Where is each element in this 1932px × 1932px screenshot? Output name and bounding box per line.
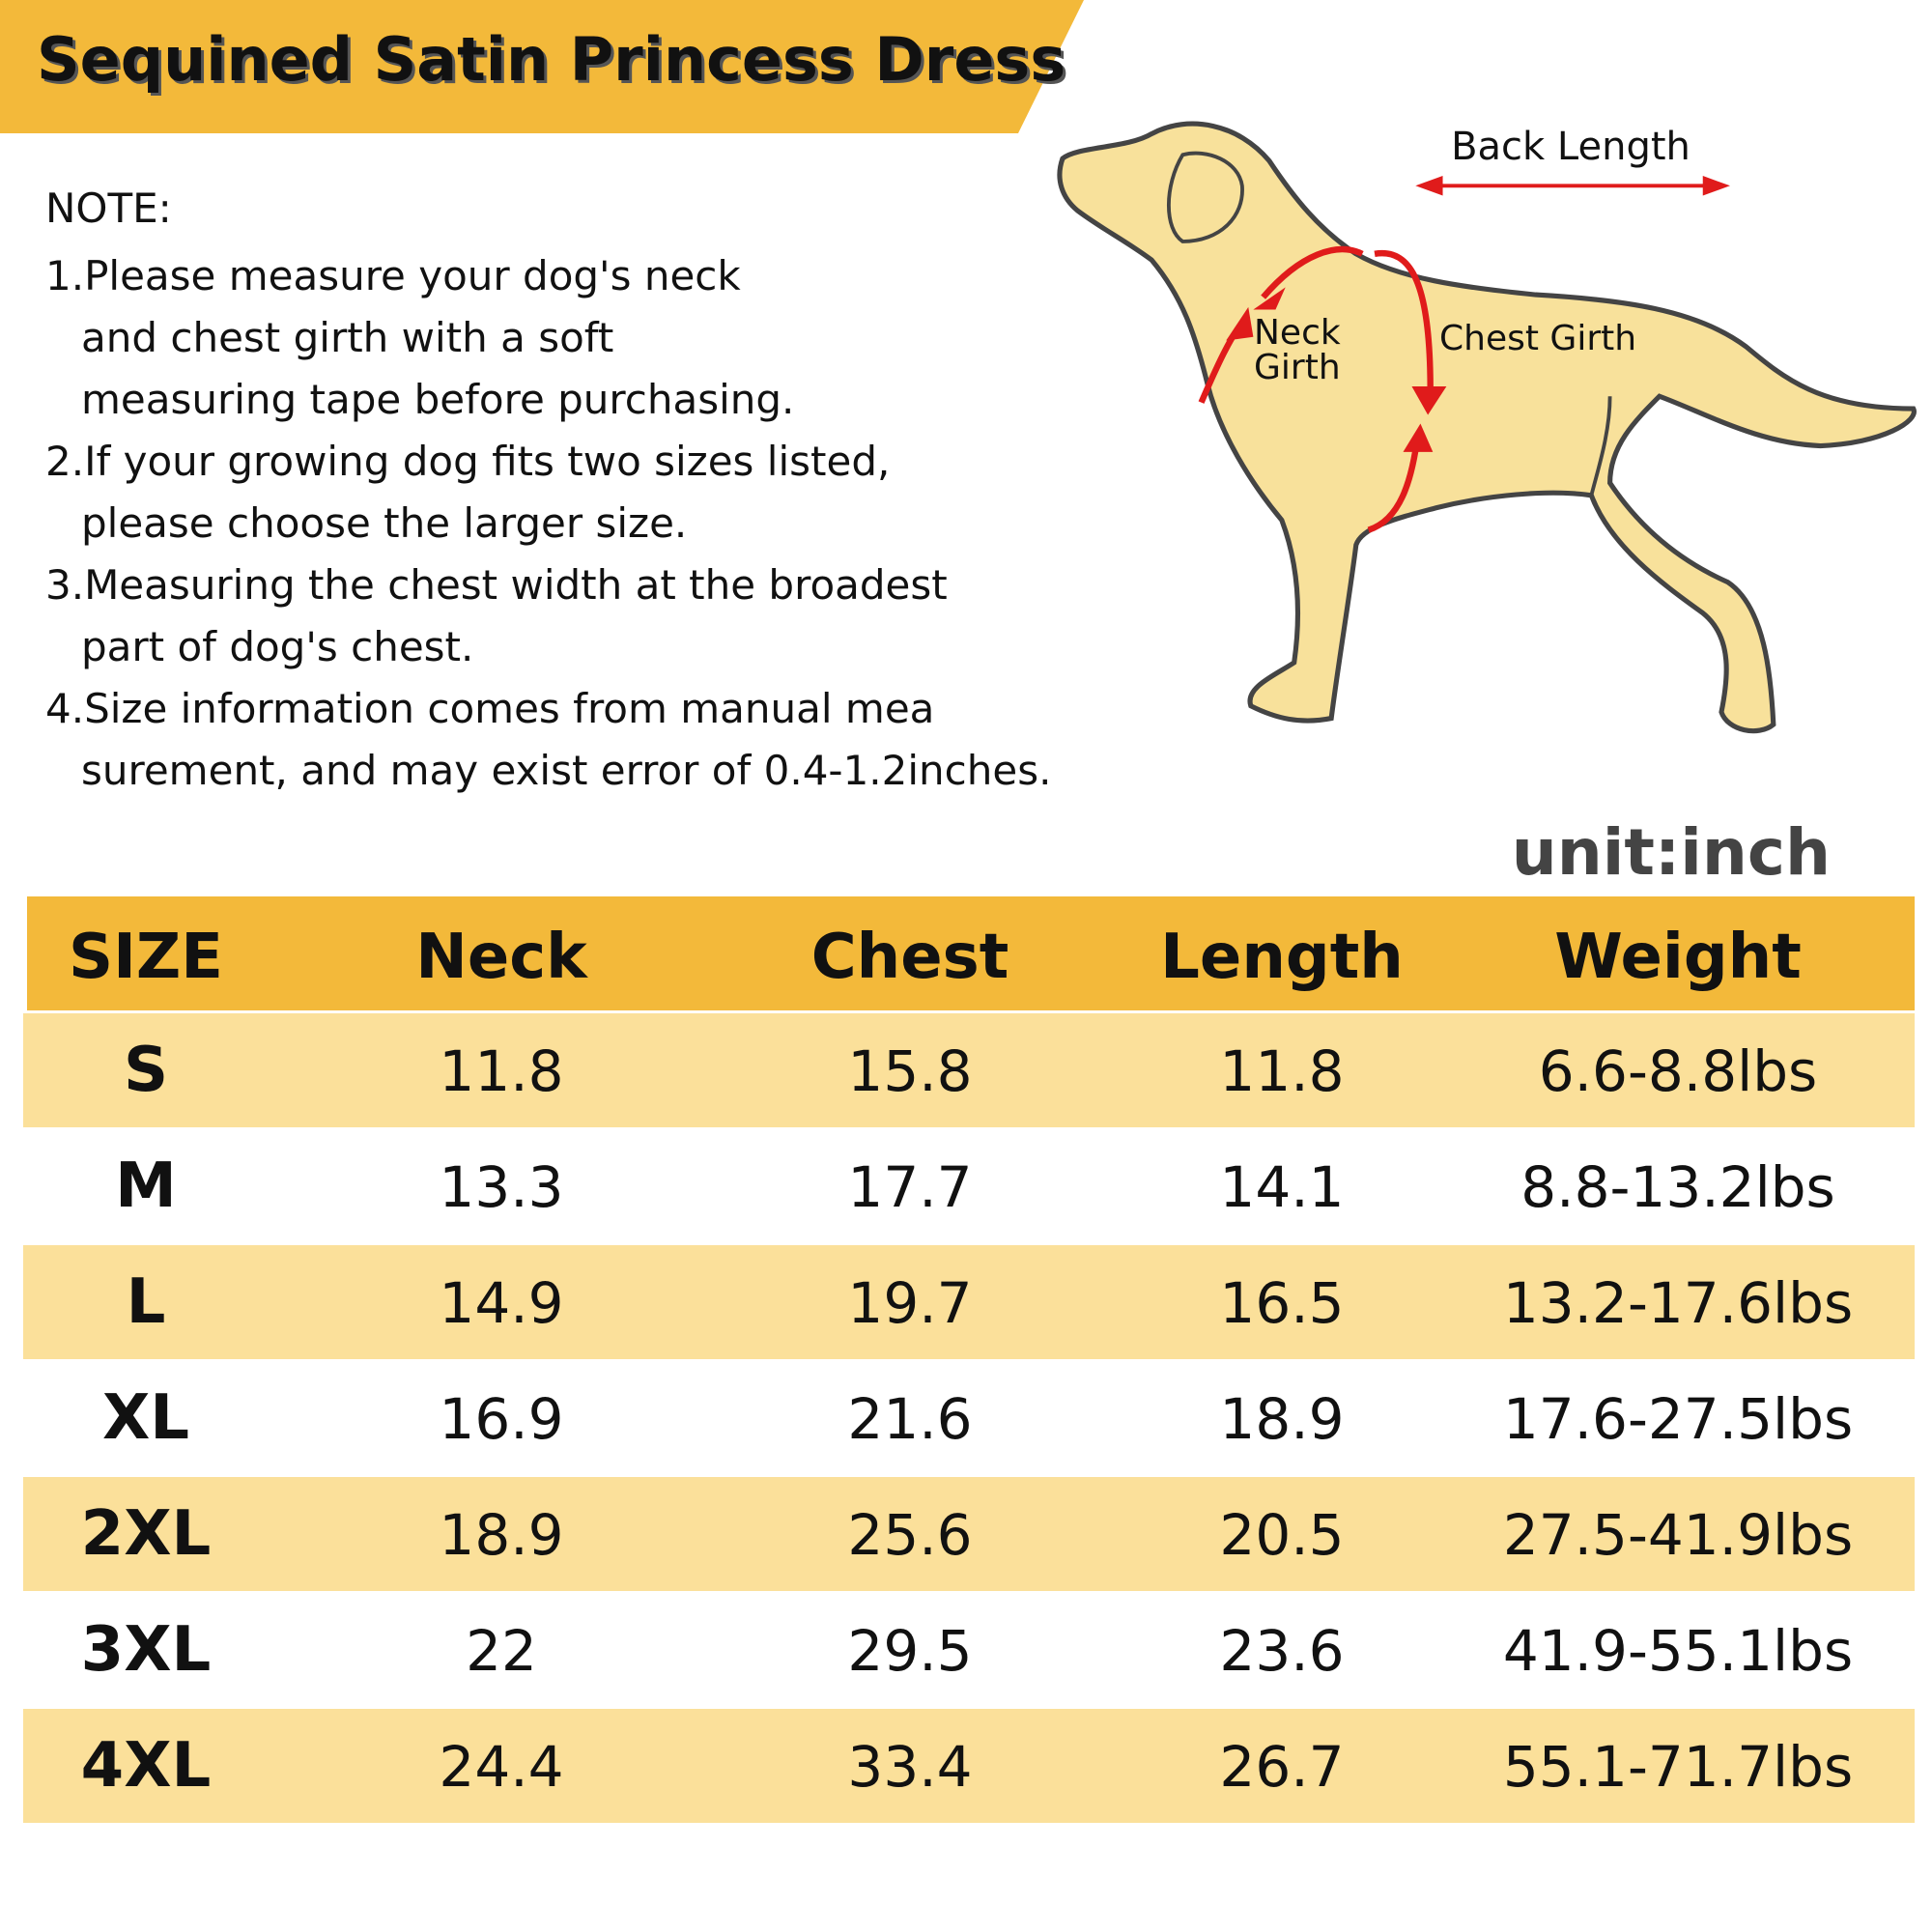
size-cell: 3XL [81,1614,212,1686]
title-banner [0,0,1084,133]
chest-girth-label: Chest Girth [1439,319,1636,358]
value-cell: 24.4 [439,1734,563,1800]
size-cell: S [124,1035,168,1106]
value-cell: 21.6 [847,1386,972,1452]
unit-label: unit:inch [1512,815,1831,890]
value-cell: 17.6-27.5lbs [1503,1386,1853,1452]
arrowhead [1702,176,1730,196]
size-cell: L [127,1266,166,1338]
value-cell: 29.5 [847,1618,972,1684]
value-cell: 11.8 [1219,1038,1344,1104]
note-heading: NOTE: [45,185,172,232]
arrowhead [1226,306,1254,341]
value-cell: 14.1 [1219,1154,1344,1220]
value-cell: 33.4 [847,1734,972,1800]
chest-arrow [1374,249,1434,390]
size-cell: 2XL [81,1498,212,1570]
arrowhead [1411,385,1447,415]
value-cell: 16.5 [1219,1270,1344,1336]
value-cell: 17.7 [847,1154,972,1220]
title: Sequined Satin Princess Dress [37,24,1065,95]
neck-girth-label: Neck [1254,313,1341,353]
note-line: 1.Please measure your dog's neck [45,252,741,299]
value-cell: 23.6 [1219,1618,1344,1684]
size-cell: XL [102,1382,189,1454]
dog-ear [1167,151,1244,243]
value-cell: 11.8 [439,1038,563,1104]
back-length-label: Back Length [1451,125,1690,169]
size-table: SIZE Neck Chest Length Weight S 11.8 15.8 11.8 6.… [23,896,1915,1823]
value-cell: 13.2-17.6lbs [1503,1270,1853,1336]
value-cell: 18.9 [439,1502,563,1568]
value-cell: 22 [466,1618,537,1684]
note-line: part of dog's chest. [81,623,473,670]
arrowhead [1253,287,1286,310]
note-list: 1.Please measure your dog's neck and ches… [45,252,1051,794]
note-line: surement, and may exist error of 0.4-1.2… [81,747,1051,794]
note-line: please choose the larger size. [81,499,687,547]
neck-girth-label: Girth [1254,348,1341,387]
value-cell: 20.5 [1219,1502,1344,1568]
note-line: 3.Measuring the chest width at the broad… [45,561,948,609]
size-cell: 4XL [81,1730,212,1802]
note-line: and chest girth with a soft [81,314,613,361]
column-header: Weight [1554,922,1802,993]
note-line: 2.If your growing dog fits two sizes lis… [45,438,890,485]
arrowhead [1403,423,1434,452]
column-header: Length [1160,922,1404,993]
size-cell: M [115,1151,177,1222]
title-shadow: Sequined Satin Princess Dress [40,27,1068,98]
row-band [23,1477,1915,1591]
value-cell: 55.1-71.7lbs [1503,1734,1853,1800]
value-cell: 15.8 [847,1038,972,1104]
header-band [27,896,1915,1010]
note-line: measuring tape before purchasing. [81,376,794,423]
value-cell: 16.9 [439,1386,563,1452]
value-cell: 26.7 [1219,1734,1344,1800]
column-header: Chest [811,922,1009,993]
row-band [23,1709,1915,1823]
value-cell: 19.7 [847,1270,972,1336]
value-cell: 13.3 [439,1154,563,1220]
arrowhead [1415,176,1443,196]
arrowheads [1226,176,1730,452]
column-header: Neck [415,922,588,993]
value-cell: 41.9-55.1lbs [1503,1618,1853,1684]
dog-thigh [1589,396,1612,497]
row-band [23,1245,1915,1359]
value-cell: 14.9 [439,1270,563,1336]
neck-arrow [1261,245,1364,299]
column-header: SIZE [69,922,223,993]
value-cell: 6.6-8.8lbs [1539,1038,1818,1104]
value-cell: 8.8-13.2lbs [1520,1154,1834,1220]
dog-illustration [1057,121,1917,734]
row-band [23,1013,1915,1127]
value-cell: 25.6 [847,1502,972,1568]
value-cell: 18.9 [1219,1386,1344,1452]
dog-body [1057,121,1917,734]
note-line: 4.Size information comes from manual mea [45,685,934,732]
value-cell: 27.5-41.9lbs [1503,1502,1853,1568]
